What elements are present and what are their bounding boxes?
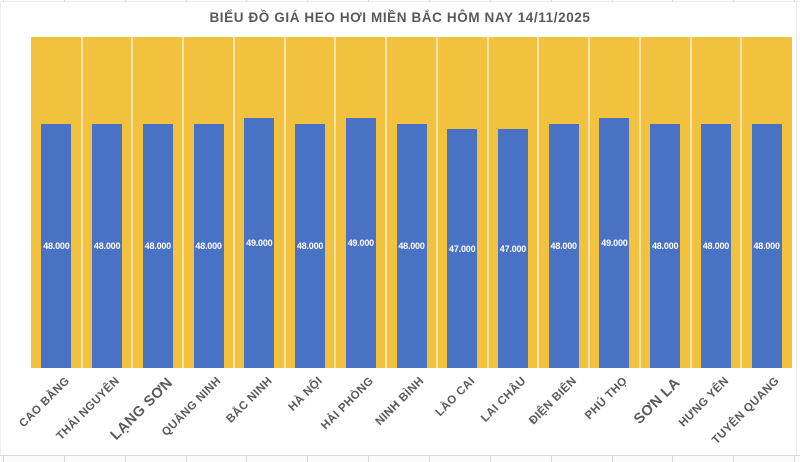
spreadsheet-top-gridline [0, 0, 800, 2]
category-axis-label: SƠN LA [630, 375, 684, 428]
cell-border-tick [733, 456, 734, 462]
gridline [689, 37, 692, 368]
cell-border-tick [246, 456, 247, 462]
plot-area: 48.000 48.000 48.000 48.000 49.000 48.000 49.0… [31, 37, 792, 368]
spreadsheet-column-border-right [796, 2, 797, 455]
bar-value-label: 48.000 [93, 241, 121, 251]
bar: 48.000 [650, 124, 681, 368]
gridline [486, 37, 489, 368]
cell-border-tick [429, 0, 430, 2]
cell-border-tick [490, 0, 491, 2]
cell-border-tick [125, 0, 126, 2]
cell-border-tick [307, 0, 308, 2]
gridline [537, 37, 540, 368]
cell-border-tick [368, 456, 369, 462]
gridline [283, 37, 286, 368]
gridline [588, 37, 591, 368]
bar: 48.000 [548, 124, 579, 368]
cell-border-tick [794, 0, 795, 2]
cell-border-tick [186, 456, 187, 462]
cell-border-tick [64, 456, 65, 462]
gridline [232, 37, 235, 368]
category-axis-label: HƯNG YÊN [676, 375, 732, 430]
bar-value-label: 48.000 [144, 241, 172, 251]
bar-value-label: 48.000 [296, 241, 324, 251]
bar-value-label: 48.000 [398, 241, 425, 251]
bar: 49.000 [345, 118, 376, 368]
bar: 48.000 [92, 124, 123, 368]
bar: 49.000 [599, 118, 630, 368]
bar-value-label: 49.000 [347, 238, 375, 248]
bar: 47.000 [447, 129, 478, 368]
cell-border-tick [3, 456, 4, 462]
cell-border-tick [64, 0, 65, 2]
cell-border-tick [551, 456, 552, 462]
category-axis-label: NINH BÌNH [373, 375, 427, 429]
bar: 48.000 [396, 124, 427, 368]
category-axis-label: CAO BẰNG [16, 375, 72, 431]
cell-border-tick [307, 456, 308, 462]
cell-border-tick [186, 0, 187, 2]
bar: 49.000 [244, 118, 275, 368]
category-axis-label: LÀO CAI [433, 375, 478, 419]
bar-value-label: 48.000 [550, 241, 578, 251]
bar: 48.000 [295, 124, 326, 368]
bar-value-label: 47.000 [449, 243, 476, 254]
bar-value-label: 49.000 [601, 238, 628, 248]
cell-border-tick [672, 0, 673, 2]
gridline [638, 37, 641, 368]
bar-value-label: 48.000 [195, 241, 222, 251]
category-axis-label: BẮC NINH [224, 375, 275, 426]
cell-border-tick [612, 456, 613, 462]
cell-border-tick [612, 0, 613, 2]
cell-border-tick [490, 456, 491, 462]
gridline [435, 37, 438, 368]
gridline [131, 37, 134, 368]
bar-value-label: 48.000 [43, 241, 70, 251]
bar-value-label: 47.000 [499, 243, 527, 254]
gridline [80, 37, 83, 368]
category-axis-label: LAI CHÂU [478, 375, 529, 425]
bar: 48.000 [700, 124, 731, 368]
spreadsheet-column-border-left [0, 2, 1, 455]
bar: 47.000 [497, 129, 528, 368]
spreadsheet-bottom-gridline [0, 455, 800, 462]
category-axis-label: HÀ NỘI [286, 375, 326, 414]
gridline [182, 37, 185, 368]
cell-border-tick [368, 0, 369, 2]
bar-value-label: 49.000 [246, 238, 273, 248]
category-axis-label: ĐIỆN BIÊN [527, 375, 580, 428]
cell-border-tick [733, 0, 734, 2]
bar-value-label: 48.000 [651, 241, 679, 251]
gridline [334, 37, 337, 368]
gridline [740, 37, 743, 368]
bar: 48.000 [142, 124, 173, 368]
bar: 48.000 [751, 124, 782, 368]
bar: 48.000 [41, 124, 72, 368]
chart-title: BIỂU ĐỒ GIÁ HEO HƠI MIỀN BẮC HÔM NAY 14/… [209, 10, 591, 25]
bar: 48.000 [193, 124, 224, 368]
cell-border-tick [429, 456, 430, 462]
cell-border-tick [125, 456, 126, 462]
cell-border-tick [672, 456, 673, 462]
category-axis-label: HẢI PHÒNG [319, 375, 377, 433]
cell-border-tick [794, 456, 795, 462]
cell-border-tick [3, 0, 4, 2]
bar-value-label: 48.000 [753, 241, 780, 251]
bar-value-label: 48.000 [702, 241, 730, 251]
cell-border-tick [246, 0, 247, 2]
cell-border-tick [551, 0, 552, 2]
category-axis-label: PHÚ THỌ [582, 375, 630, 423]
gridline [385, 37, 388, 368]
